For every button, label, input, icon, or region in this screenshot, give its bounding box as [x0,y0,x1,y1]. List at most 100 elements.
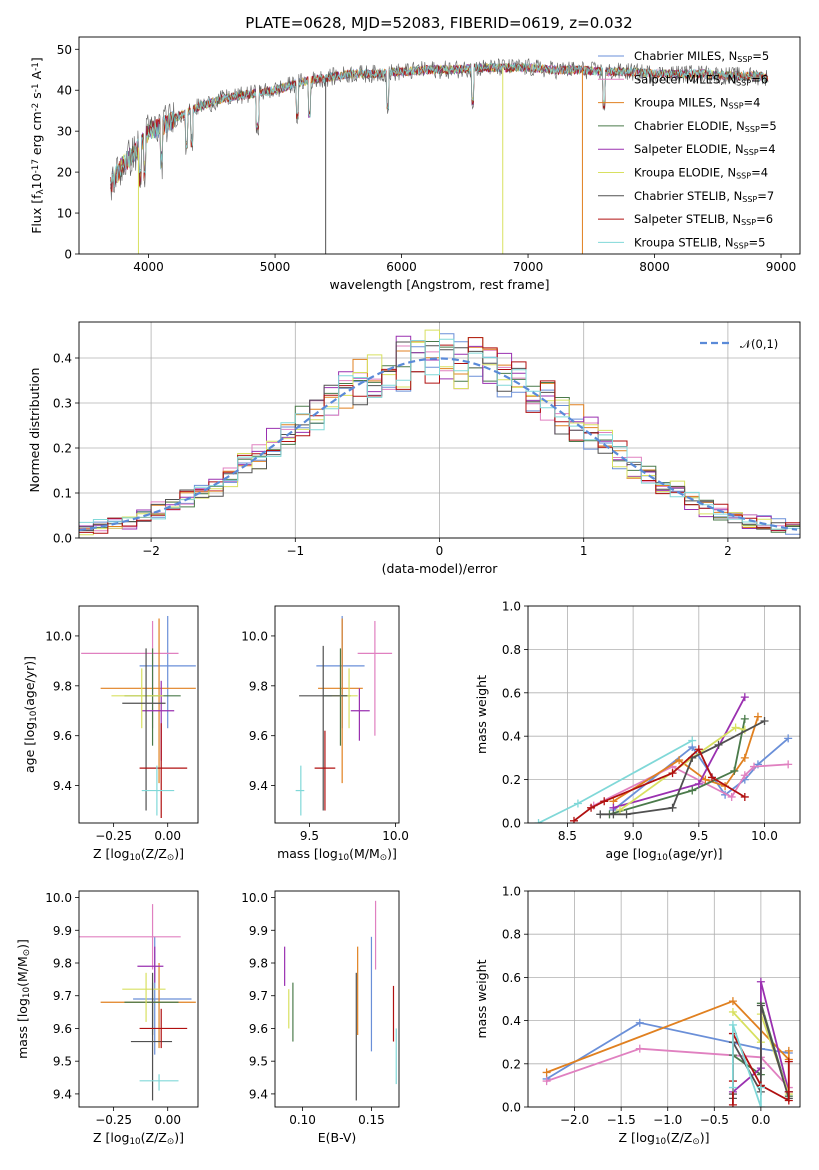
error-bar-salpeter-stelib [139,1008,188,1049]
y-tick-label: 0.2 [502,773,521,787]
legend-entry: Salpeter STELIB, NSSP=6 [634,212,773,227]
x-axis-label: Z [log10(Z/Z⊙)] [93,1130,184,1147]
weight-point-marker [675,756,684,765]
error-bar-chabrier-stelib [130,972,173,1101]
age-vs-mass-axes: 9.5 10.0 9.4 9.6 9.8 10.0 mass [log10(M/M⊙)] [241,605,409,863]
y-tick-label: 30 [57,125,72,139]
y-tick-label: 9.5 [53,1055,72,1069]
x-tick-label: 10.0 [751,829,778,843]
x-axis-label: age [log10(age/yr)] [605,846,722,863]
y-tick-label: 10.0 [45,891,72,905]
y-tick-label: 0.4 [502,1014,521,1028]
weight-point-marker [668,803,677,812]
y-axis-label: mass weight [474,675,489,754]
plot-area [81,615,196,819]
weight-line [619,726,746,811]
x-tick-label: −1.0 [653,1113,682,1127]
y-tick-label: 0.2 [53,442,72,456]
weight-point-marker [694,745,703,754]
x-tick-label: 0.00 [154,1113,181,1127]
y-tick-label: 9.8 [249,957,268,971]
y-tick-label: 9.4 [249,779,268,793]
error-bar-chabrier-miles [139,615,196,729]
y-tick-label: 9.7 [53,989,72,1003]
error-bar-kroupa-elodie [331,668,358,729]
y-tick-label: 9.6 [249,1022,268,1036]
y-tick-label: 10 [57,207,72,221]
x-axis-label: mass [log10(M/M⊙)] [277,846,397,863]
x-tick-label: 0.00 [154,829,181,843]
weight-point-marker [740,792,749,801]
y-tick-label: 1.0 [502,600,521,614]
error-bar-chabrier-elodie [323,648,351,746]
legend-entry: Kroupa ELODIE, NSSP=4 [634,166,768,181]
weight-point-marker [542,1077,551,1086]
weight-point-marker [714,740,723,749]
error-bar-kroupa-miles [100,618,196,784]
y-axis-label: Normed distribution [27,368,42,493]
x-axis-label: wavelength [Angstrom, rest frame] [329,277,549,292]
error-bar-salpeter-miles [357,620,393,736]
weight-point-marker [740,714,749,723]
weight-point-marker [756,1083,765,1092]
y-tick-label: 10.0 [241,891,268,905]
weight-point-marker [596,810,605,819]
y-tick-label: 20 [57,166,72,180]
weight-point-marker [728,1020,737,1029]
axes-frame [274,605,400,824]
x-tick-label: 0.15 [358,1113,385,1127]
grid-lines [528,605,800,824]
plot-area [534,693,793,823]
error-bar-kroupa-stelib [139,1074,179,1091]
histogram-kroupa-stelib [79,338,800,530]
weight-point-marker [615,805,624,814]
x-tick-label: 9.5 [300,829,319,843]
normal-reference-curve [79,357,798,532]
y-tick-label: 9.7 [249,989,268,1003]
weight-series-kroupa-elodie [615,723,749,814]
axes-frame [274,890,400,1108]
weight-point-marker [760,717,769,726]
spectrum-line-chabrier-stelib [110,57,769,201]
weight-point-marker [728,1007,737,1016]
x-tick-label: 0.0 [751,1113,770,1127]
y-tick-label: 9.8 [53,957,72,971]
error-bar-kroupa-stelib [141,765,175,816]
error-bar-salpeter-miles [81,620,179,729]
x-tick-label: −0.5 [700,1113,729,1127]
axes-frame [78,36,801,255]
weight-series-salpeter-elodie [609,693,749,812]
weight-point-marker [784,1087,793,1096]
legend: Chabrier MILES, NSSP=5 Salpeter MILES, NS… [598,49,777,250]
y-tick-label: 0.0 [502,1101,521,1115]
spectrum-line-salpeter-stelib [110,62,769,193]
legend-entry: 𝒩(0,1) [740,337,778,351]
weight-point-marker [750,762,759,771]
weight-point-marker [622,810,631,819]
error-bar-kroupa-elodie [122,972,166,1022]
plot-area [79,904,196,1101]
weight-point-marker [701,775,710,784]
x-tick-label: 5000 [260,260,291,274]
y-tick-label: 9.4 [53,1087,72,1101]
weight-point-marker [694,779,703,788]
weight-point-marker [688,786,697,795]
weight-point-marker [756,1001,765,1010]
y-tick-label: 0.6 [502,971,521,985]
weight-point-marker [756,1103,765,1107]
axes-decorations: −0.25 0.00 9.4 9.6 9.8 10.0 Z [log10(Z/Z⊙)] age… [22,605,199,863]
plot-area [542,977,793,1107]
y-tick-label: 9.6 [249,729,268,743]
weight-point-marker [688,736,697,745]
x-axis-label: E(B-V) [318,1130,357,1145]
weight-point-marker [635,1018,644,1027]
axes-decorations: 4000 5000 6000 7000 8000 9000 0 10 20 30 40 50 wavel… [29,36,801,292]
y-tick-label: 0.4 [502,730,521,744]
y-tick-label: 9.6 [53,729,72,743]
y-tick-label: 9.8 [249,679,268,693]
spectrum-axes: 4000 5000 6000 7000 8000 9000 0 10 20 30 40 50 wavel… [29,36,801,292]
axes-decorations: 9.5 10.0 9.4 9.6 9.8 10.0 mass [log10(M/M⊙)] [241,605,409,863]
x-tick-label: 0.10 [289,1113,316,1127]
weight-series-kroupa-miles [609,712,762,806]
